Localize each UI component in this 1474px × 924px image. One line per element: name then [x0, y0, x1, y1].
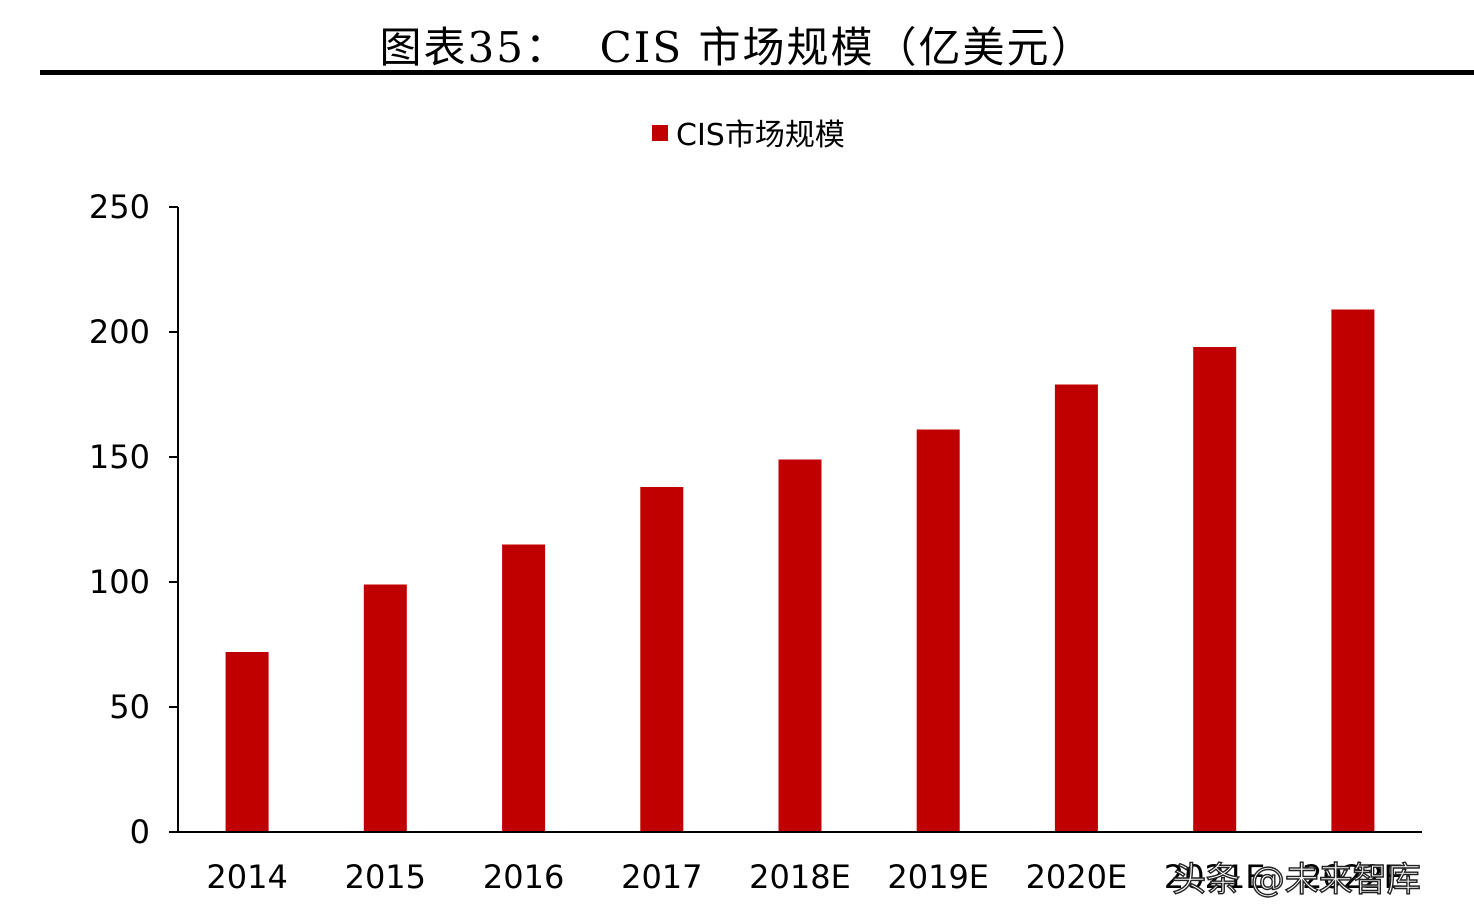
x-tick-label-2020E: 2020E [1026, 858, 1128, 896]
bar-2015 [363, 584, 407, 832]
bar-2018E [778, 459, 822, 832]
watermark-text: 头条 @未来智库 [1171, 859, 1421, 900]
chart-title: 图表35： CIS 市场规模（亿美元） [379, 23, 1095, 72]
y-tick-label-200: 200 [89, 313, 150, 351]
x-tick-label-2018E: 2018E [749, 858, 851, 896]
legend-swatch [652, 125, 668, 141]
bar-2016 [502, 544, 546, 832]
title-underline [40, 70, 1474, 75]
bar-2020E [1054, 384, 1098, 832]
legend: CIS市场规模 [652, 118, 845, 153]
y-tick-label-0: 0 [130, 813, 150, 851]
bar-2022E [1331, 309, 1375, 832]
legend-label: CIS市场规模 [676, 118, 845, 153]
x-tick-label-2017: 2017 [621, 858, 702, 896]
y-tick-label-250: 250 [89, 188, 150, 226]
y-tick-label-150: 150 [89, 438, 150, 476]
y-tick-label-100: 100 [89, 563, 150, 601]
axes-group [177, 207, 1422, 833]
bar-2019E [916, 429, 960, 832]
x-tick-label-2021E: 2021E [1164, 858, 1266, 896]
x-labels-group: 2014 2015 2016 2017 2018E 2019E 2020E 2021E 2022… [206, 858, 1403, 896]
x-tick-label-2019E: 2019E [887, 858, 989, 896]
x-tick-label-2015: 2015 [345, 858, 426, 896]
bar-2017 [640, 487, 684, 832]
x-tick-label-2014: 2014 [206, 858, 287, 896]
bar-2021E [1193, 347, 1237, 832]
x-tick-label-2016: 2016 [483, 858, 564, 896]
x-tick-label-2022E: 2022E [1302, 858, 1404, 896]
bar-2014 [225, 652, 269, 832]
bars-group [225, 309, 1375, 832]
y-ticks-group: 0 50 100 150 200 250 [89, 188, 178, 851]
y-tick-label-50: 50 [109, 688, 150, 726]
